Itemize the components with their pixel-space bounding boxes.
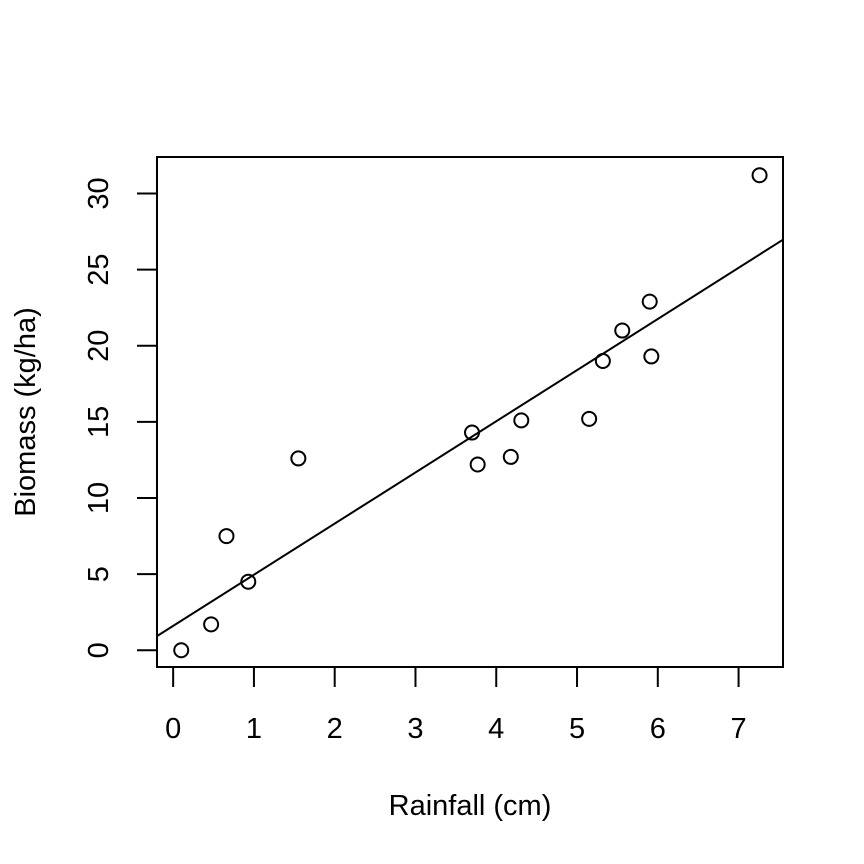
- data-point: [513, 412, 530, 429]
- x-tick-label: 2: [327, 713, 343, 745]
- data-point: [751, 167, 768, 184]
- y-axis-label: Biomass (kg/ha): [10, 307, 42, 517]
- data-point: [641, 293, 658, 310]
- y-tick-label: 25: [83, 254, 115, 286]
- data-point: [643, 348, 660, 365]
- data-point: [614, 322, 631, 339]
- data-point: [581, 410, 598, 427]
- data-point: [502, 448, 519, 465]
- x-tick-label: 3: [407, 713, 423, 745]
- x-tick-label: 6: [650, 713, 666, 745]
- y-axis: 0 5 10 15 20 25 30: [83, 177, 158, 658]
- x-axis-label: Rainfall (cm): [389, 790, 552, 822]
- y-tick-label: 20: [83, 330, 115, 362]
- y-tick-label: 10: [83, 482, 115, 514]
- y-tick-label: 5: [83, 566, 115, 582]
- regression-line: [156, 238, 784, 637]
- data-points: [173, 167, 768, 659]
- data-point: [173, 642, 190, 659]
- y-tick-label: 0: [83, 642, 115, 658]
- y-tick-label: 15: [83, 406, 115, 438]
- data-point: [203, 616, 220, 633]
- x-axis: 0 1 2 3 4 5 6 7: [165, 666, 747, 745]
- x-tick-label: 7: [731, 713, 747, 745]
- x-tick-label: 4: [488, 713, 504, 745]
- data-point: [290, 450, 307, 467]
- x-tick-label: 0: [165, 713, 181, 745]
- y-tick-label: 30: [83, 177, 115, 209]
- plot-frame: [156, 156, 784, 668]
- x-tick-label: 5: [569, 713, 585, 745]
- regression-layer: [156, 238, 784, 637]
- data-point: [218, 528, 235, 545]
- data-point: [469, 456, 486, 473]
- x-tick-label: 1: [246, 713, 262, 745]
